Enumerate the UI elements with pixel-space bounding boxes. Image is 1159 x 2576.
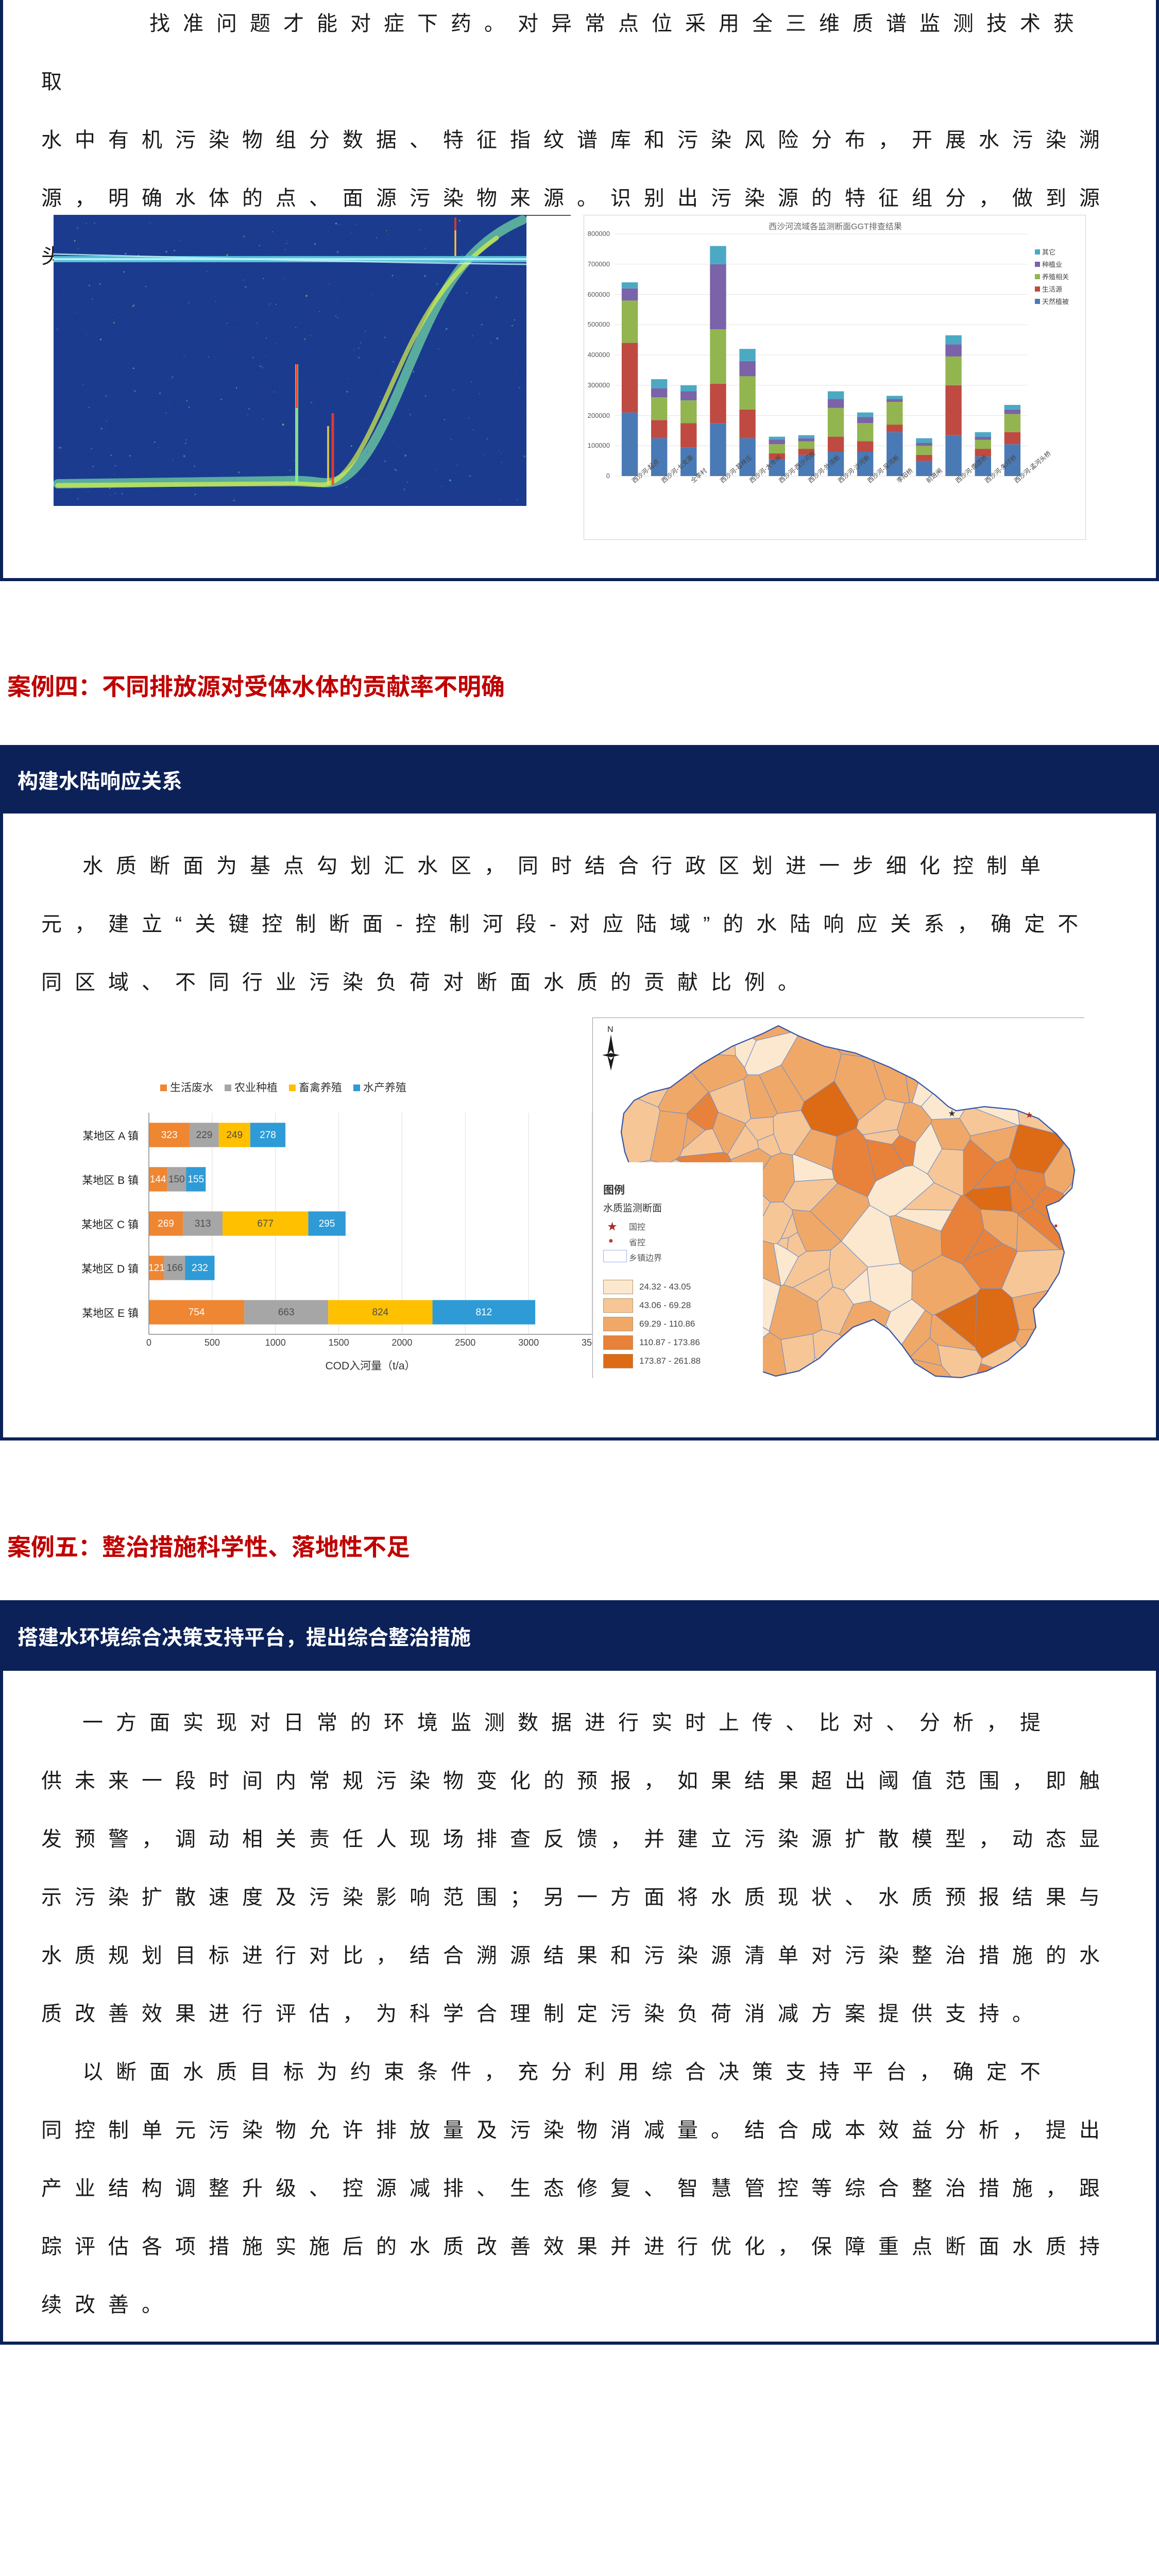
- svg-text:323: 323: [161, 1130, 178, 1141]
- svg-text:229: 229: [196, 1130, 213, 1141]
- svg-text:295: 295: [319, 1218, 335, 1229]
- svg-text:232: 232: [192, 1263, 208, 1274]
- svg-text:155: 155: [188, 1174, 204, 1185]
- svg-text:677: 677: [257, 1218, 274, 1229]
- svg-text:N: N: [607, 1025, 613, 1034]
- svg-text:278: 278: [260, 1130, 276, 1141]
- svg-text:249: 249: [226, 1130, 243, 1141]
- svg-text:824: 824: [372, 1307, 389, 1318]
- svg-text:812: 812: [476, 1307, 492, 1318]
- svg-text:166: 166: [166, 1263, 183, 1274]
- svg-text:269: 269: [158, 1218, 174, 1229]
- svg-text:663: 663: [278, 1307, 295, 1318]
- svg-text:150: 150: [168, 1174, 185, 1185]
- svg-text:121: 121: [148, 1263, 165, 1274]
- svg-text:313: 313: [195, 1218, 211, 1229]
- svg-text:754: 754: [189, 1307, 205, 1318]
- svg-text:144: 144: [150, 1174, 166, 1185]
